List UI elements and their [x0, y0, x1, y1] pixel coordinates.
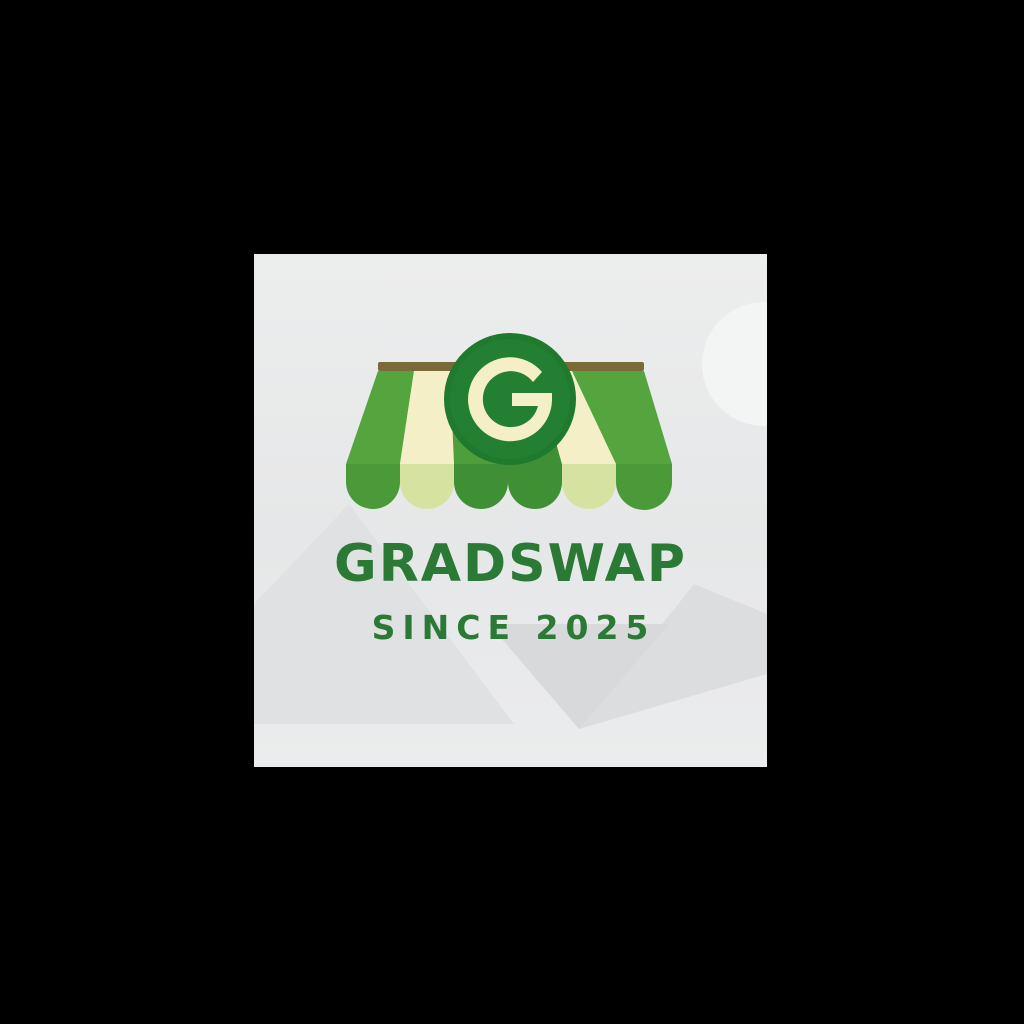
background-circle-shape	[702, 302, 767, 426]
storefront-awning-icon	[346, 362, 672, 510]
g-letter-badge-icon	[444, 333, 576, 465]
background-mountain-left	[254, 504, 514, 724]
gradswap-logo: GRADSWAP SINCE 2025	[254, 254, 767, 767]
brand-name: GRADSWAP	[334, 534, 687, 594]
brand-tagline: SINCE 2025	[371, 608, 656, 647]
background-mountain-valley	[489, 624, 669, 729]
background-mountain-right	[414, 554, 767, 729]
logo-artwork	[254, 302, 767, 729]
